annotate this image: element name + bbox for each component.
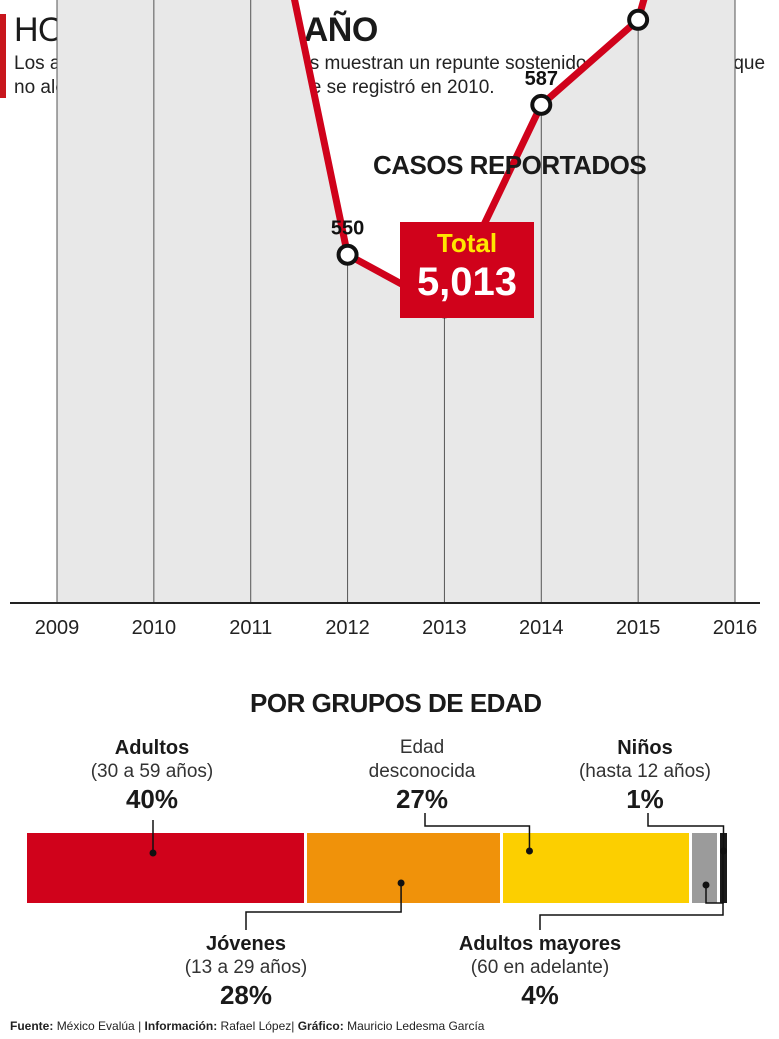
leader-mayores — [539, 903, 724, 930]
leader-mayores-guide — [705, 850, 724, 904]
mayores-name: Adultos mayores — [458, 933, 622, 955]
bar-segment-3 — [692, 833, 717, 903]
tick-label-2011: 2011 — [229, 617, 272, 639]
tick-label-2009: 2009 — [35, 617, 80, 639]
data-label-2014: 587 — [525, 68, 558, 90]
tick-label-2010: 2010 — [132, 617, 177, 639]
footer-credits: Fuente: México Evalúa | Información: Raf… — [10, 1019, 485, 1033]
label-adultos: Adultos (30 a 59 años) 40% — [52, 736, 252, 814]
leader-jovenes — [245, 883, 402, 930]
desconocida-pct: 27% — [395, 784, 449, 814]
info-label: Información: — [144, 1019, 218, 1033]
series-line — [291, 0, 648, 311]
total-value: 5,013 — [416, 260, 518, 304]
bar-segment-0 — [27, 833, 304, 903]
grafico-label: Gráfico: — [297, 1019, 344, 1033]
tick-label-2015: 2015 — [616, 617, 661, 639]
jovenes-name: Jóvenes — [205, 933, 287, 955]
area-fill — [57, 0, 735, 603]
leader-dot-ninos — [720, 847, 727, 855]
fuente-label: Fuente: — [10, 1019, 54, 1033]
line-chart: 6192009725201066520115502012537201358720… — [10, 0, 760, 639]
leader-desconocida — [424, 813, 531, 851]
fuente-value: México Evalúa — [56, 1019, 135, 1033]
info-value: Rafael López — [220, 1019, 292, 1033]
leader-ninos — [647, 813, 725, 851]
tick-label-2012: 2012 — [325, 617, 370, 639]
tick-label-2014: 2014 — [519, 617, 564, 639]
total-box: Total 5,013 — [400, 222, 534, 318]
jovenes-pct: 28% — [219, 980, 273, 1010]
leader-dot-jovenes — [397, 879, 405, 887]
total-label: Total — [436, 228, 498, 258]
data-label-2015: 608 — [621, 0, 654, 5]
point-2012 — [336, 243, 359, 266]
label-ninos: Niños (hasta 12 años) 1% — [560, 736, 730, 814]
label-mayores: Adultos mayores (60 en adelante) 4% — [420, 932, 660, 1010]
desconocida-name: Edad desconocida — [368, 737, 476, 782]
ninos-range: (hasta 12 años) — [578, 761, 712, 782]
tick-label-2013: 2013 — [422, 617, 467, 639]
tick-label-2016: 2016 — [713, 617, 758, 639]
leader-dot-mayores — [702, 881, 710, 889]
ninos-pct: 1% — [626, 784, 664, 814]
grafico-value: Mauricio Ledesma García — [347, 1019, 485, 1033]
adultos-pct: 40% — [125, 784, 179, 814]
mayores-pct: 4% — [521, 980, 559, 1010]
label-desconocida: Edad desconocida 27% — [352, 736, 492, 814]
leader-dot-desconocida — [525, 847, 533, 855]
jovenes-range: (13 a 29 años) — [184, 957, 308, 978]
label-jovenes: Jóvenes (13 a 29 años) 28% — [146, 932, 346, 1010]
point-2014 — [530, 93, 553, 116]
ninos-name: Niños — [617, 737, 673, 759]
point-2015 — [627, 8, 650, 31]
adultos-name: Adultos — [114, 737, 190, 759]
mayores-range: (60 en adelante) — [470, 957, 610, 978]
bar-segment-2 — [503, 833, 689, 903]
data-label-2012: 550 — [331, 218, 364, 240]
chart-title: CASOS REPORTADOS — [373, 150, 647, 180]
adultos-range: (30 a 59 años) — [90, 761, 214, 782]
leader-dot-adultos — [149, 849, 157, 857]
age-chart-title: POR GRUPOS DE EDAD — [250, 688, 542, 718]
bar-segment-1 — [307, 833, 500, 903]
accent-bar — [0, 14, 6, 98]
